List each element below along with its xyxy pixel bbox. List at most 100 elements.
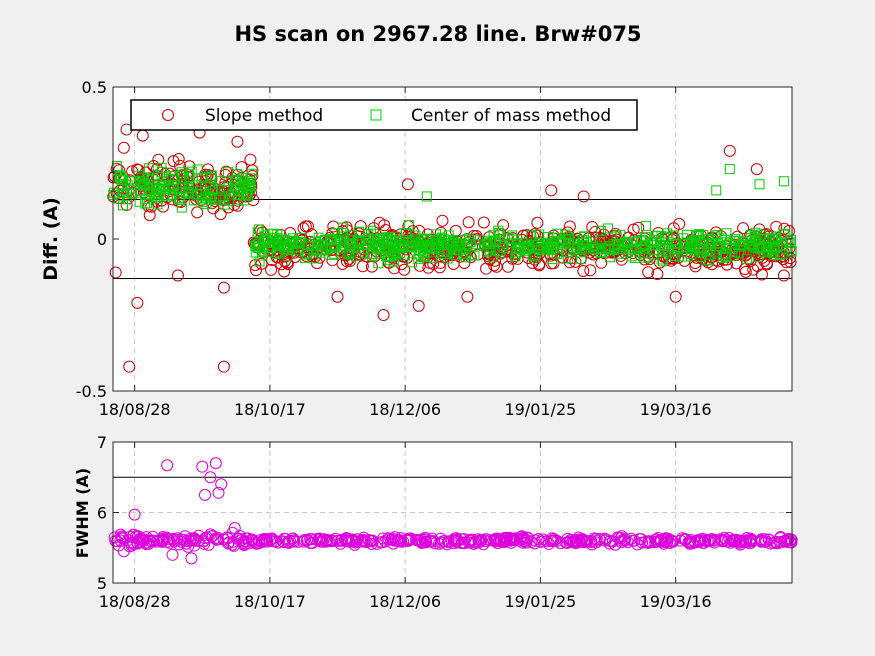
data-point [394, 239, 405, 250]
data-point [167, 155, 180, 168]
data-point [240, 180, 251, 191]
data-point [623, 236, 634, 247]
data-point [327, 249, 338, 260]
data-point [204, 471, 217, 484]
data-point [524, 241, 535, 252]
data-point [260, 533, 273, 546]
data-point [719, 533, 732, 546]
data-point [561, 247, 572, 258]
data-point [478, 240, 489, 251]
data-point [278, 265, 291, 278]
data-point [451, 249, 462, 260]
data-point [758, 535, 771, 548]
legend-com-marker [370, 109, 382, 121]
data-point [410, 230, 421, 241]
data-point [316, 235, 327, 246]
data-point [511, 248, 522, 259]
data-point [430, 229, 441, 240]
data-point [534, 229, 545, 240]
data-point [198, 488, 211, 501]
data-point [577, 190, 590, 203]
data-point [656, 231, 667, 242]
data-point [340, 221, 353, 234]
data-point [211, 531, 224, 544]
data-point [778, 176, 789, 187]
data-point [171, 534, 184, 547]
legend-slope-marker [162, 109, 174, 121]
data-point [464, 233, 475, 244]
data-point [195, 185, 206, 196]
data-point [538, 243, 549, 254]
data-point [142, 537, 155, 550]
data-point [246, 168, 257, 179]
data-point [205, 192, 216, 203]
data-point [335, 533, 348, 546]
data-point [217, 281, 230, 294]
data-point [131, 296, 144, 309]
data-point [373, 237, 384, 248]
legend-com-label: Center of mass method [411, 106, 611, 126]
data-point [781, 237, 792, 248]
data-point [117, 200, 128, 211]
data-point [714, 241, 725, 252]
data-point [771, 537, 784, 550]
data-point [595, 247, 606, 258]
legend-box [130, 99, 638, 131]
data-point [358, 535, 371, 548]
data-point [314, 533, 327, 546]
x-tick-label: 18/12/06 [369, 400, 441, 419]
data-point [463, 534, 476, 547]
data-point [511, 532, 524, 545]
data-point [451, 533, 464, 546]
data-point [491, 537, 504, 550]
data-point [161, 459, 174, 472]
data-point [270, 535, 283, 548]
data-point [386, 532, 399, 545]
data-point [214, 208, 227, 221]
data-point [329, 532, 342, 545]
data-point [167, 171, 178, 182]
data-point [363, 229, 374, 240]
data-point [785, 536, 798, 549]
data-point [452, 244, 463, 255]
data-point [394, 532, 407, 545]
data-point [462, 216, 475, 229]
data-point [172, 153, 185, 166]
top-axes: 18/08/28 18/10/17 18/12/06 19/01/25 19/03/16… [40, 78, 797, 419]
data-point [316, 245, 327, 256]
data-point [689, 260, 702, 273]
data-point [228, 186, 239, 197]
data-point [545, 184, 558, 197]
bottom-plot-area [113, 442, 792, 583]
data-point [741, 253, 752, 264]
data-point [579, 237, 590, 248]
data-point [373, 258, 384, 269]
x-tick-label: 18/10/17 [234, 592, 306, 611]
data-point [462, 239, 473, 250]
data-point [430, 243, 441, 254]
data-point [250, 264, 263, 277]
data-point [265, 263, 278, 276]
data-point [721, 240, 732, 251]
data-point [475, 533, 488, 546]
data-point [392, 534, 405, 547]
data-point [434, 532, 447, 545]
top-y-axis-label: Diff. (A) [40, 197, 62, 281]
data-point [549, 243, 560, 254]
data-point [209, 457, 222, 470]
data-point [745, 238, 756, 249]
data-point [752, 251, 763, 262]
data-point [534, 535, 547, 548]
data-point [773, 536, 786, 549]
data-point [778, 222, 791, 235]
data-point [134, 196, 145, 207]
y-tick-label: 5 [97, 574, 107, 593]
data-point [117, 141, 130, 154]
data-point [461, 290, 474, 303]
data-point [353, 237, 364, 248]
data-point [166, 548, 179, 561]
data-point [356, 236, 367, 247]
data-point [186, 166, 197, 177]
data-point [364, 534, 377, 547]
data-point [180, 535, 193, 548]
